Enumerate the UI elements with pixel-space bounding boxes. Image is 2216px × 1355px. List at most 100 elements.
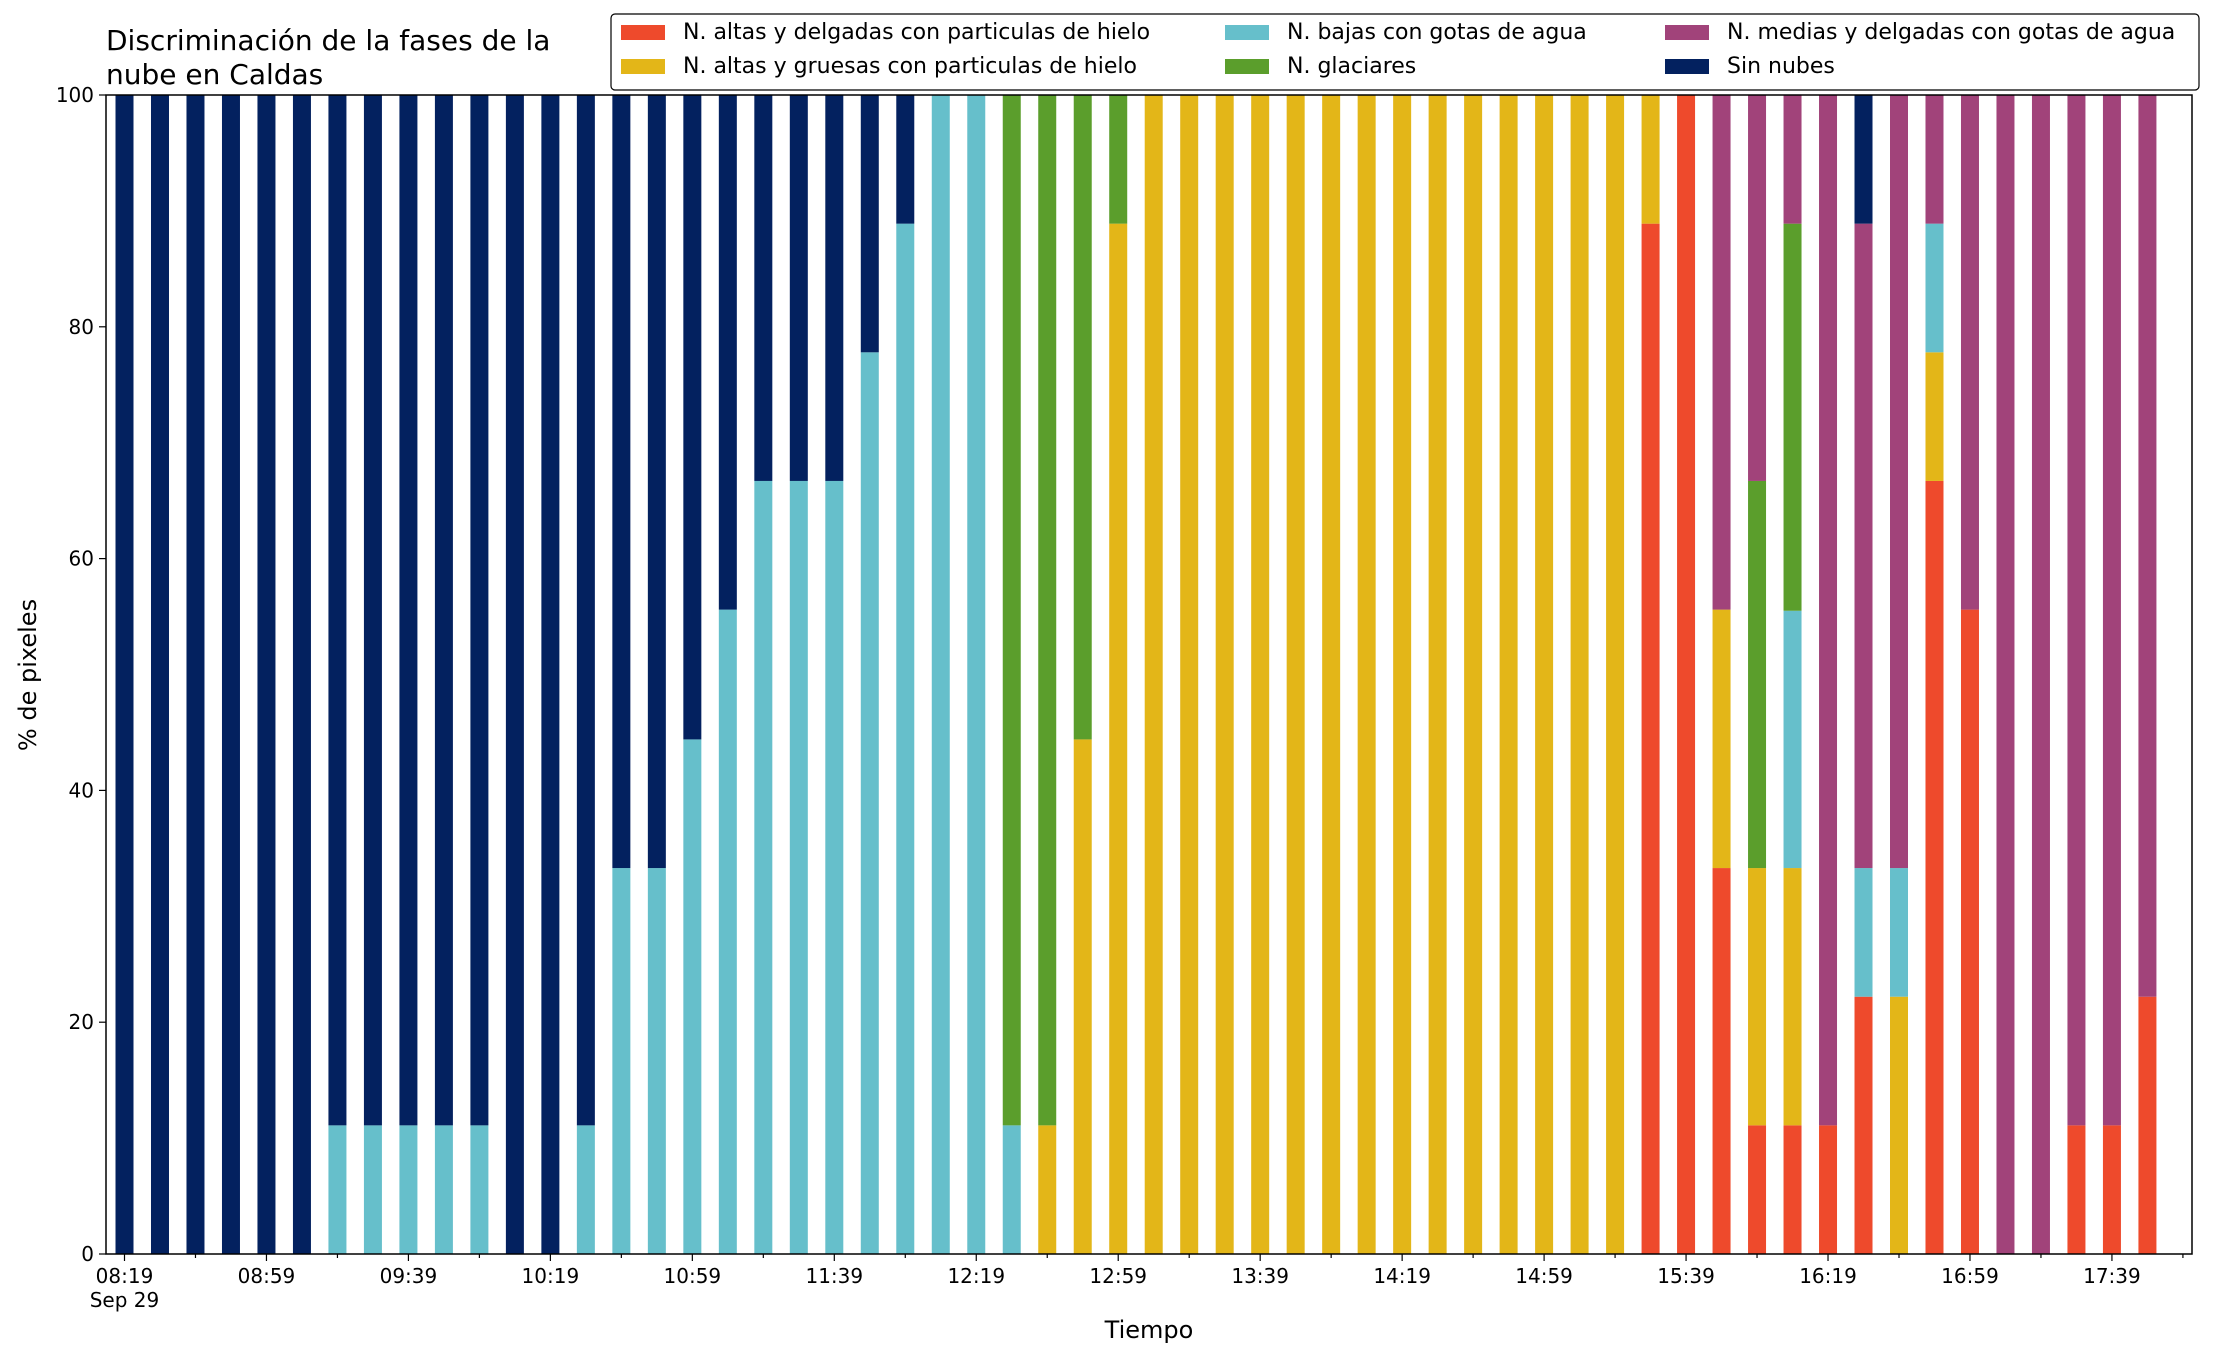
bar-segment-s1-1459 (1535, 95, 1554, 1254)
bar-segment-s0-1609 (1783, 1125, 1802, 1254)
legend-swatch (621, 59, 665, 74)
x-tick-label: 16:59 (1941, 1264, 1999, 1288)
bar-segment-s1-1639 (1890, 996, 1908, 1254)
bar-segment-s4-1629 (1854, 223, 1873, 869)
bar-segment-s4-1619 (1819, 95, 1838, 1126)
bar-segment-s2-0959 (470, 1125, 489, 1254)
x-tick-label: 15:39 (1657, 1264, 1715, 1288)
bar-segment-s1-1329 (1215, 95, 1234, 1254)
bar-segment-s2-1119 (754, 480, 773, 1254)
bar-segment-s3-1609 (1783, 223, 1802, 611)
bar-segment-s0-1649 (1925, 480, 1944, 1254)
legend-swatch (1665, 59, 1709, 74)
bar-segment-s1-1339 (1251, 95, 1270, 1254)
bar-segment-s2-1039 (612, 868, 631, 1254)
bar-segment-s2-0919 (328, 1125, 347, 1254)
x-date-label: Sep 29 (90, 1288, 160, 1312)
bar-segment-s5-0939 (399, 95, 418, 1126)
bar-segment-s2-1209 (931, 95, 950, 1254)
legend-swatch (621, 25, 665, 40)
bar-segment-s4-1749 (2138, 95, 2157, 997)
bar-segment-s1-1419 (1393, 95, 1412, 1254)
bar-segment-s4-1739 (2102, 95, 2121, 1126)
chart-title: Discriminación de la fases de la nube en… (106, 24, 559, 91)
x-axis-label: Tiempo (1104, 1316, 1194, 1344)
bar-segment-s5-1159 (896, 95, 915, 224)
legend: N. altas y delgadas con particulas de hi… (610, 13, 2200, 91)
legend-label: N. altas y gruesas con particulas de hie… (683, 54, 1137, 79)
bar-segment-s5-0839 (186, 95, 205, 1254)
bar-segment-s2-0929 (363, 1125, 382, 1254)
y-tick-label: 40 (69, 778, 94, 802)
chart-title-line-2: nube en Caldas (106, 58, 323, 91)
bar-segment-s4-1729 (2067, 95, 2086, 1126)
bar-segment-s2-1609 (1783, 610, 1802, 869)
bar-segment-s5-0919 (328, 95, 347, 1126)
x-tick-label: 11:39 (805, 1264, 863, 1288)
bar-segment-s0-1659 (1960, 609, 1979, 1254)
bar-segment-s2-1109 (718, 609, 737, 1254)
bar-segment-s0-1559 (1748, 1125, 1767, 1254)
bar-segment-s1-1559 (1748, 868, 1767, 1126)
legend-swatch (1225, 59, 1269, 74)
bar-segment-s5-1029 (576, 95, 595, 1126)
legend-label: Sin nubes (1727, 54, 1835, 79)
bar-segment-s2-1649 (1925, 223, 1944, 353)
legend-label: N. bajas con gotas de agua (1287, 20, 1587, 45)
legend-swatch (1665, 25, 1709, 40)
bar-segment-s1-1439 (1464, 95, 1483, 1254)
bar-segment-s4-1639 (1890, 95, 1908, 869)
bar-segment-s0-1549 (1712, 868, 1731, 1254)
bar-segment-s4-1659 (1960, 95, 1979, 610)
bar-segment-s5-1009 (505, 95, 524, 1254)
legend-frame (610, 13, 2200, 91)
bar-segment-s5-0849 (221, 95, 240, 1254)
x-tick-label: 08:19 (96, 1264, 154, 1288)
bar-segment-s1-1349 (1286, 95, 1305, 1254)
bar-segment-s5-1149 (860, 95, 879, 353)
bar-segment-s0-1729 (2067, 1125, 2086, 1254)
bar-segment-s0-1739 (2102, 1125, 2121, 1254)
bar-segment-s1-1249 (1073, 739, 1092, 1254)
bar-segment-s1-1309 (1144, 95, 1163, 1254)
bar-segment-s5-1119 (754, 95, 773, 481)
x-axis: 08:19 08:59 09:39 10:19 10:59 11:39 12:19 12:59… (90, 1254, 2184, 1312)
bar-segment-s1-1429 (1428, 95, 1447, 1254)
bar-segment-s3-1239 (1038, 95, 1057, 1126)
bar-segment-s1-1359 (1322, 95, 1341, 1254)
bar-segment-s2-1149 (860, 352, 879, 1254)
legend-label: N. glaciares (1287, 54, 1416, 79)
x-tick-label: 13:39 (1231, 1264, 1289, 1288)
bar-segment-s0-1629 (1854, 996, 1873, 1254)
bar-segment-s4-1609 (1783, 95, 1802, 224)
bar-segment-s5-0959 (470, 95, 489, 1126)
x-tick-label: 09:39 (380, 1264, 438, 1288)
bar-segment-s5-1019 (541, 95, 560, 1254)
bar-segment-s2-0939 (399, 1125, 418, 1254)
x-tick-label: 17:39 (2083, 1264, 2141, 1288)
x-tick-label: 10:19 (522, 1264, 580, 1288)
bar-segment-s3-1259 (1109, 95, 1128, 224)
y-tick-label: 20 (69, 1010, 94, 1034)
y-tick-label: 80 (69, 315, 94, 339)
bar-segment-s5-1039 (612, 95, 631, 869)
bars-layer (115, 95, 2157, 1254)
bar-segment-s1-1259 (1109, 223, 1128, 1254)
bar-segment-s4-1549 (1712, 95, 1731, 610)
bar-segment-s5-1129 (789, 95, 808, 481)
bar-segment-s2-0949 (434, 1125, 453, 1254)
bar-segment-s2-1159 (896, 223, 915, 1254)
bar-segment-s5-0859 (257, 95, 276, 1254)
bar-segment-s1-1409 (1357, 95, 1376, 1254)
bar-segment-s1-1239 (1038, 1125, 1057, 1254)
bar-segment-s1-1509 (1570, 95, 1589, 1254)
bar-segment-s0-1539 (1677, 95, 1696, 1254)
bar-segment-s2-1059 (683, 739, 702, 1254)
bar-segment-s2-1029 (576, 1125, 595, 1254)
y-tick-label: 100 (56, 83, 94, 107)
x-tick-label: 14:59 (1515, 1264, 1573, 1288)
bar-segment-s2-1639 (1890, 868, 1908, 997)
y-axis-label: % de pixeles (14, 599, 42, 751)
bar-segment-s5-1629 (1854, 95, 1873, 224)
